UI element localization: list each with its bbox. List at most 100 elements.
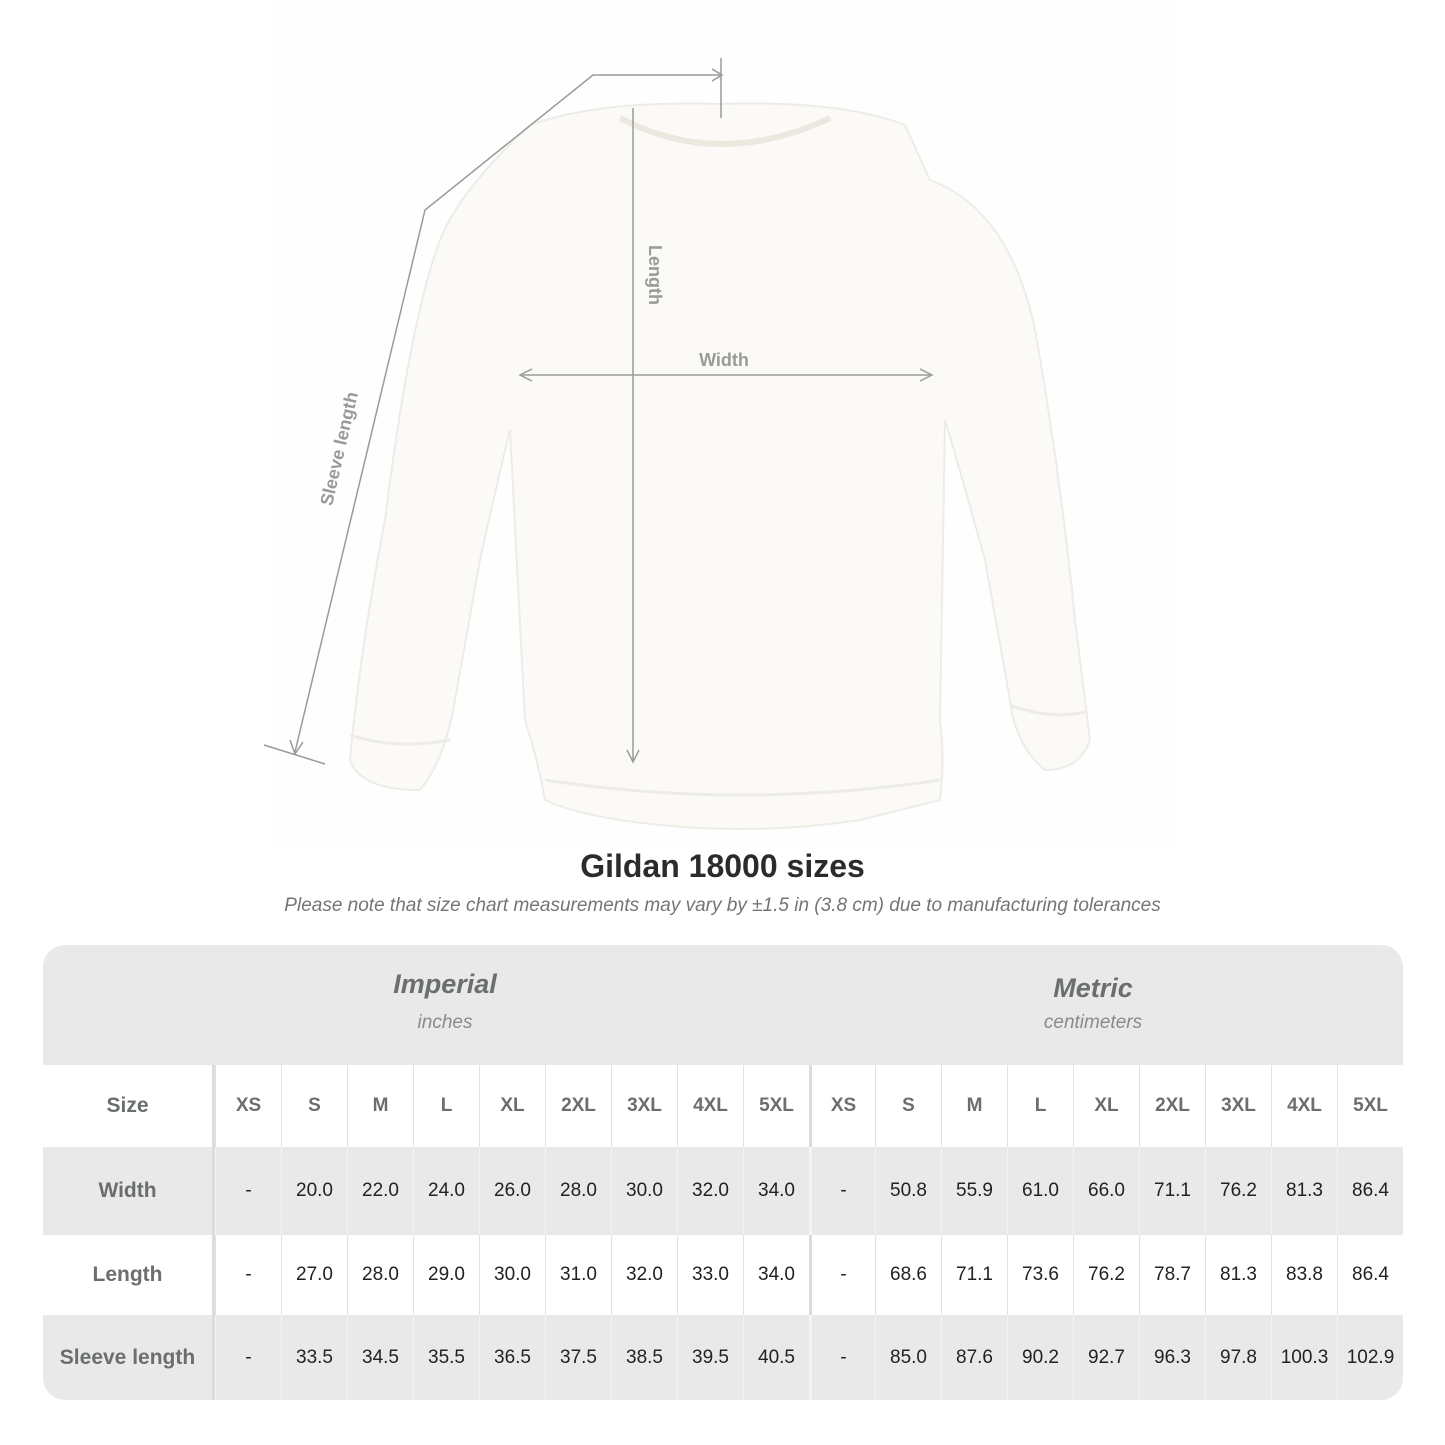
imperial-size-header: 2XL: [545, 1065, 611, 1147]
imperial-value: 28.0: [545, 1147, 611, 1235]
imperial-value: 38.5: [611, 1315, 677, 1400]
sleeve-arrow-top-icon: [711, 68, 724, 82]
imperial-size-header: XS: [215, 1065, 281, 1147]
width-arrow-right-icon: [919, 368, 934, 382]
metric-value: -: [809, 1315, 875, 1400]
imperial-value: 27.0: [281, 1235, 347, 1315]
table-row: Sleeve length -33.5 34.5 35.5 36.5 37.5 38.5 39…: [43, 1315, 1403, 1400]
imperial-value: 30.0: [611, 1147, 677, 1235]
imperial-size-header: S: [281, 1065, 347, 1147]
imperial-value: 24.0: [413, 1147, 479, 1235]
metric-value: 83.8: [1271, 1235, 1337, 1315]
imperial-value: 34.0: [743, 1147, 809, 1235]
metric-value: 85.0: [875, 1315, 941, 1400]
imperial-value: 20.0: [281, 1147, 347, 1235]
imperial-value: 28.0: [347, 1235, 413, 1315]
metric-size-header: 3XL: [1205, 1065, 1271, 1147]
page-title: Gildan 18000 sizes: [580, 848, 865, 884]
metric-size-header: XS: [809, 1065, 875, 1147]
metric-value: 92.7: [1073, 1315, 1139, 1400]
metric-value: 61.0: [1007, 1147, 1073, 1235]
imperial-heading: Imperial: [393, 969, 497, 999]
imperial-unit: inches: [417, 1012, 473, 1033]
metric-size-header: L: [1007, 1065, 1073, 1147]
metric-size-header: 4XL: [1271, 1065, 1337, 1147]
metric-heading: Metric: [1053, 973, 1133, 1003]
imperial-value: -: [215, 1235, 281, 1315]
imperial-size-header: 5XL: [743, 1065, 809, 1147]
imperial-value: 32.0: [677, 1147, 743, 1235]
size-table: Imperial inches Metric centimeters Size X…: [43, 945, 1403, 1400]
imperial-value: 40.5: [743, 1315, 809, 1400]
imperial-size-header: XL: [479, 1065, 545, 1147]
imperial-size-header: 4XL: [677, 1065, 743, 1147]
length-label: Length: [645, 245, 665, 305]
sweatshirt-image: [348, 102, 1092, 830]
row-label: Sleeve length: [43, 1315, 215, 1400]
metric-size-header: 5XL: [1337, 1065, 1403, 1147]
imperial-value: 30.0: [479, 1235, 545, 1315]
imperial-value: 36.5: [479, 1315, 545, 1400]
metric-value: 55.9: [941, 1147, 1007, 1235]
metric-value: 86.4: [1337, 1235, 1403, 1315]
imperial-value: 39.5: [677, 1315, 743, 1400]
imperial-value: 31.0: [545, 1235, 611, 1315]
metric-value: 97.8: [1205, 1315, 1271, 1400]
metric-size-header: S: [875, 1065, 941, 1147]
metric-value: 100.3: [1271, 1315, 1337, 1400]
metric-value: 71.1: [1139, 1147, 1205, 1235]
imperial-value: 37.5: [545, 1315, 611, 1400]
imperial-value: 34.5: [347, 1315, 413, 1400]
size-column-header: Size: [43, 1065, 215, 1147]
imperial-value: 33.0: [677, 1235, 743, 1315]
imperial-value: 35.5: [413, 1315, 479, 1400]
metric-size-header: M: [941, 1065, 1007, 1147]
row-label: Length: [43, 1235, 215, 1315]
imperial-size-header: M: [347, 1065, 413, 1147]
tolerance-note: Please note that size chart measurements…: [284, 895, 1161, 916]
metric-unit: centimeters: [1043, 1012, 1143, 1033]
imperial-value: 29.0: [413, 1235, 479, 1315]
metric-value: 66.0: [1073, 1147, 1139, 1235]
row-label: Width: [43, 1147, 215, 1235]
imperial-value: -: [215, 1315, 281, 1400]
metric-size-header: 2XL: [1139, 1065, 1205, 1147]
sweatshirt-diagram: Length Width Sleeve length: [263, 58, 1092, 830]
table-row: Width -20.0 22.0 24.0 26.0 28.0 30.0 32.0 34.0-5…: [43, 1147, 1403, 1235]
metric-value: 71.1: [941, 1235, 1007, 1315]
metric-value: 76.2: [1205, 1147, 1271, 1235]
metric-value: 50.8: [875, 1147, 941, 1235]
metric-value: 78.7: [1139, 1235, 1205, 1315]
sleeve-line: [294, 74, 720, 753]
metric-value: 90.2: [1007, 1315, 1073, 1400]
metric-size-header: XL: [1073, 1065, 1139, 1147]
metric-value: 102.9: [1337, 1315, 1403, 1400]
metric-value: 87.6: [941, 1315, 1007, 1400]
imperial-value: 34.0: [743, 1235, 809, 1315]
unit-header-band: Imperial inches Metric centimeters: [43, 945, 1403, 1065]
width-arrow-left-icon: [518, 368, 533, 382]
imperial-value: 33.5: [281, 1315, 347, 1400]
metric-value: 68.6: [875, 1235, 941, 1315]
metric-value: 86.4: [1337, 1147, 1403, 1235]
width-label: Width: [699, 350, 749, 370]
metric-value: 76.2: [1073, 1235, 1139, 1315]
imperial-value: 32.0: [611, 1235, 677, 1315]
metric-value: 81.3: [1271, 1147, 1337, 1235]
imperial-value: 26.0: [479, 1147, 545, 1235]
metric-value: -: [809, 1235, 875, 1315]
metric-value: 96.3: [1139, 1315, 1205, 1400]
table-header-row: Size XS S M L XL 2XL 3XL 4XL 5XL XS S M L XL 2XL 3XL 4XL 5…: [43, 1065, 1403, 1147]
metric-value: 81.3: [1205, 1235, 1271, 1315]
metric-header: Metric centimeters: [863, 973, 1323, 1034]
imperial-value: 22.0: [347, 1147, 413, 1235]
metric-value: 73.6: [1007, 1235, 1073, 1315]
length-arrow-icon: [626, 749, 640, 764]
imperial-value: -: [215, 1147, 281, 1235]
measurement-lines: [263, 58, 934, 765]
imperial-size-header: 3XL: [611, 1065, 677, 1147]
table-row: Length -27.0 28.0 29.0 30.0 31.0 32.0 33.0 34.0-…: [43, 1235, 1403, 1315]
metric-value: -: [809, 1147, 875, 1235]
imperial-size-header: L: [413, 1065, 479, 1147]
imperial-header: Imperial inches: [215, 969, 675, 1034]
